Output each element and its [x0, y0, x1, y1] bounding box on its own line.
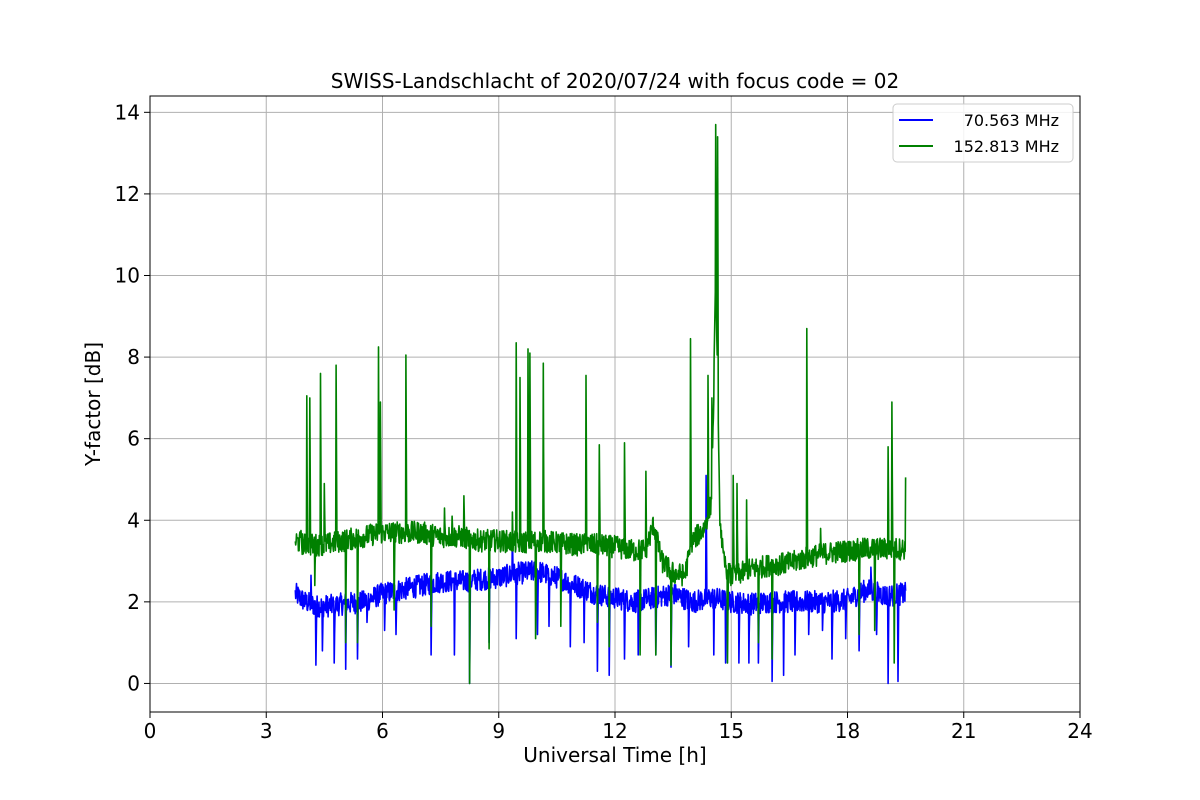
series-line-70mhz — [294, 474, 907, 685]
y-tick-label: 6 — [127, 427, 140, 451]
y-tick-label: 10 — [115, 263, 140, 287]
y-tick-label: 4 — [127, 508, 140, 532]
y-tick-label: 14 — [115, 100, 140, 124]
y-tick-label: 2 — [127, 590, 140, 614]
legend: 70.563 MHz 152.813 MHz — [892, 103, 1074, 163]
chart-title: SWISS-Landschlacht of 2020/07/24 with fo… — [331, 69, 899, 93]
series-line-152mhz — [294, 123, 907, 685]
x-tick-label: 9 — [492, 719, 505, 743]
y-axis-label: Y-factor [dB] — [81, 342, 105, 467]
legend-box — [892, 103, 1074, 163]
y-tick-label: 0 — [127, 671, 140, 695]
y-tick-label: 12 — [115, 182, 140, 206]
x-tick-label: 0 — [144, 719, 157, 743]
y-tick-label: 8 — [127, 345, 140, 369]
x-tick-label: 6 — [376, 719, 389, 743]
x-tick-label: 24 — [1067, 719, 1092, 743]
legend-label: 152.813 MHz — [954, 137, 1059, 156]
x-tick-label: 15 — [719, 719, 744, 743]
x-tick-label: 12 — [602, 719, 627, 743]
x-axis-label: Universal Time [h] — [523, 743, 706, 767]
x-tick-label: 21 — [951, 719, 976, 743]
x-tick-label: 3 — [260, 719, 273, 743]
series-layer — [294, 123, 907, 685]
x-tick-label: 18 — [835, 719, 860, 743]
legend-label: 70.563 MHz — [964, 111, 1059, 130]
